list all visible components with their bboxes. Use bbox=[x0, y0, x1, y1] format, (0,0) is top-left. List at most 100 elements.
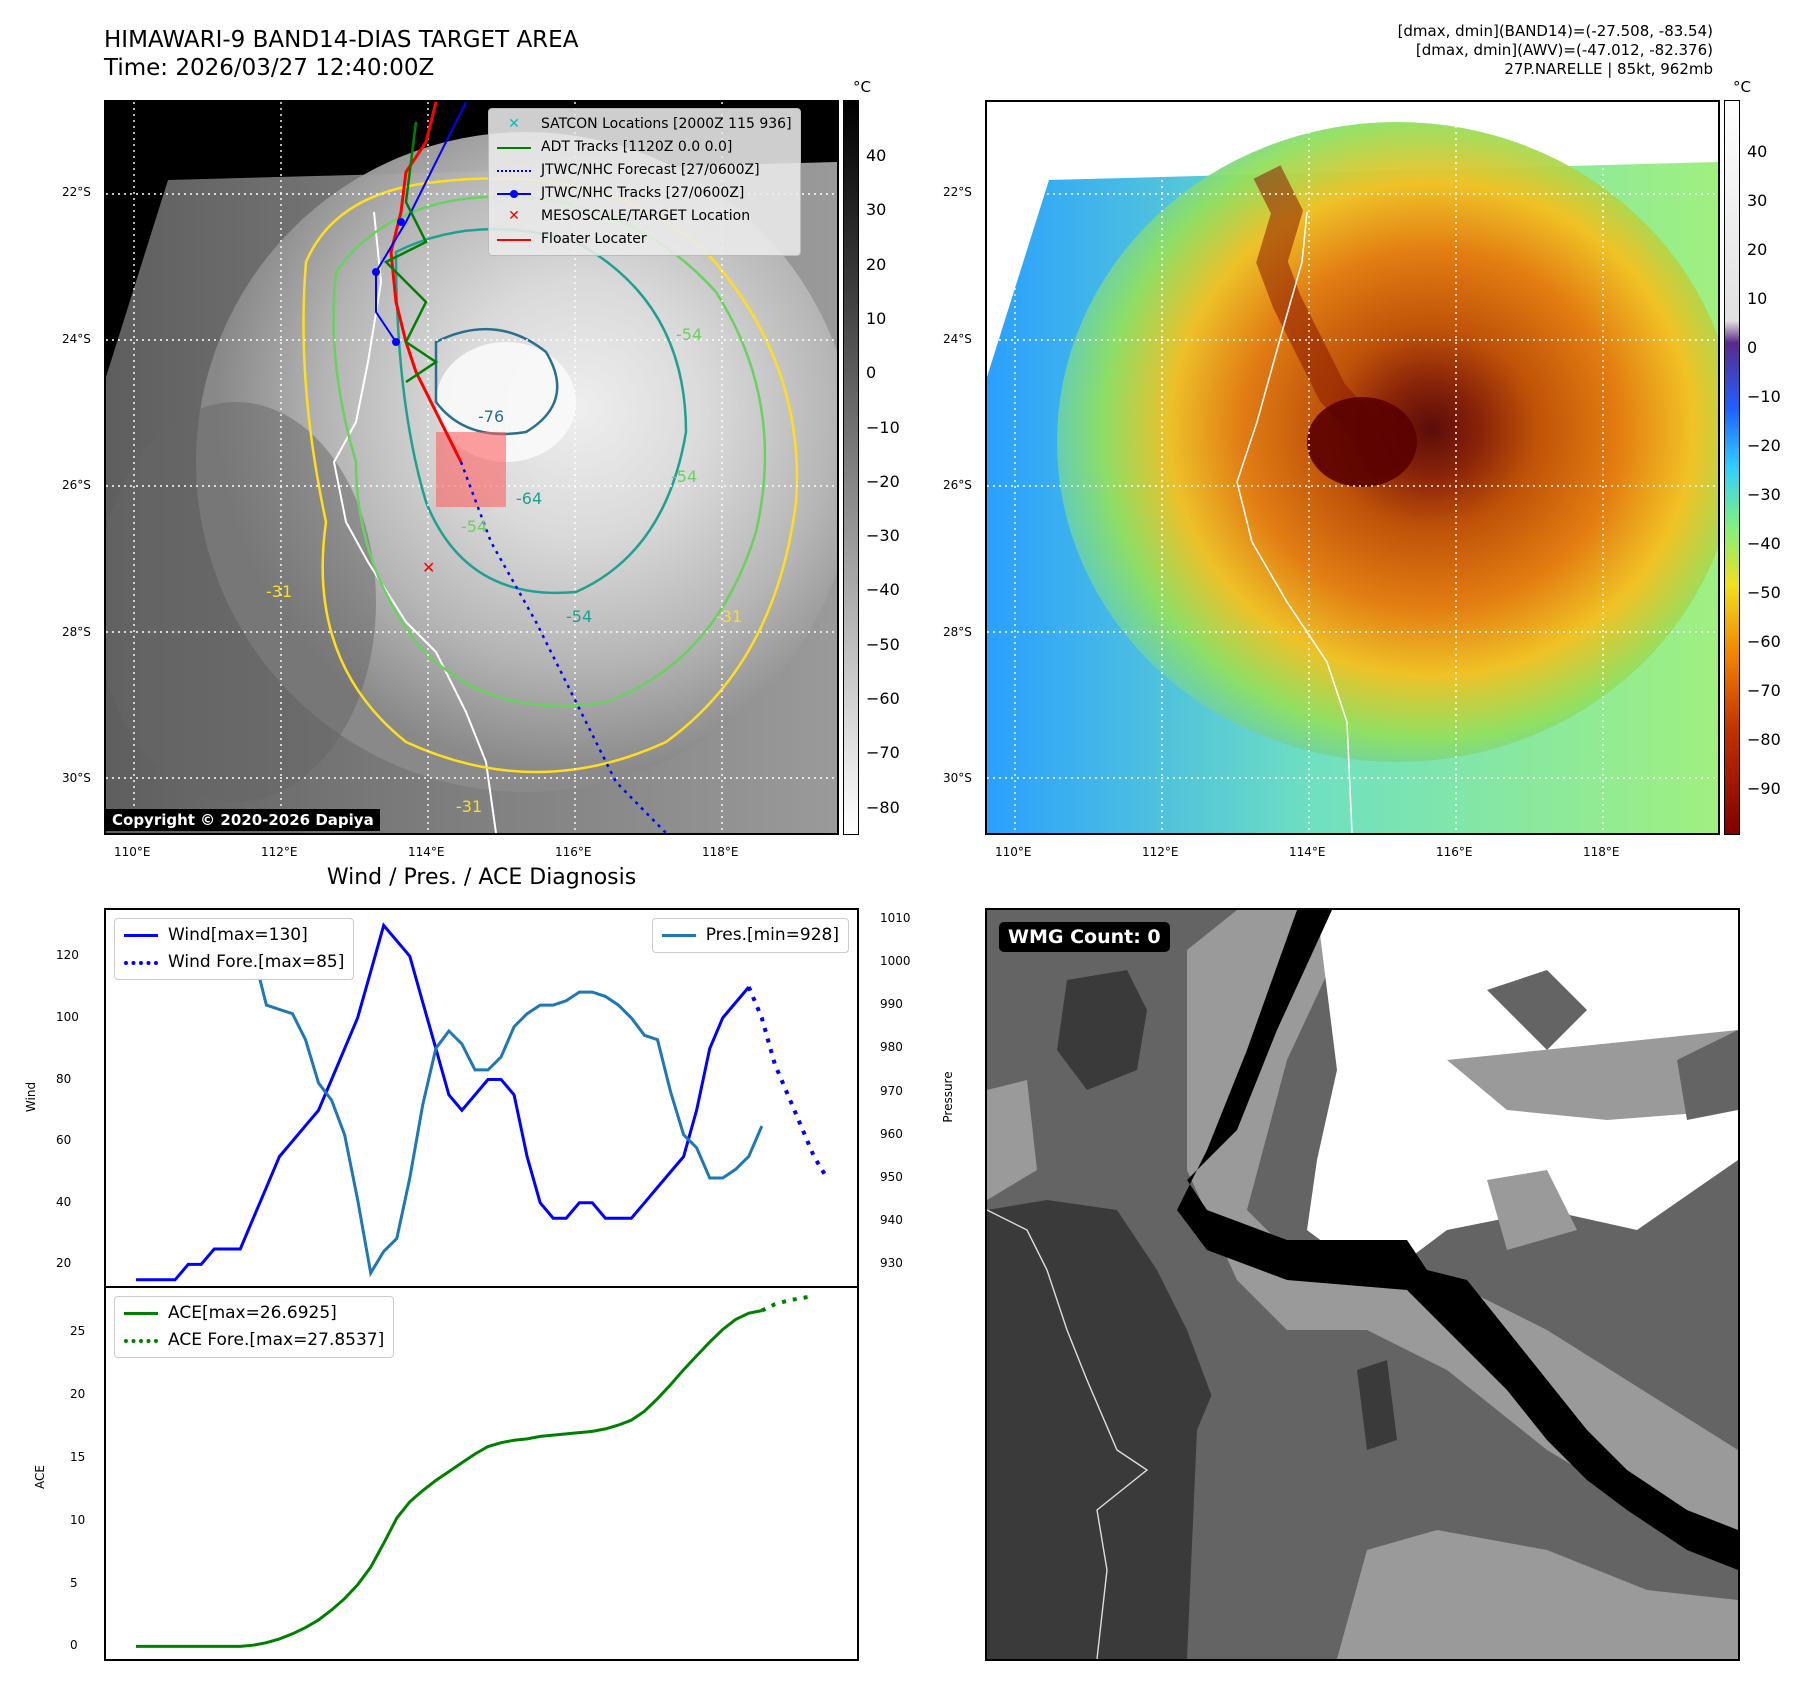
series-line-0 bbox=[136, 922, 750, 1282]
contour-label: -31 bbox=[456, 797, 482, 816]
contour-label: -54 bbox=[566, 607, 592, 626]
ir-colorbar-tick-label: −70 bbox=[866, 743, 900, 763]
legend-tracks: JTWC/NHC Tracks [27/0600Z] bbox=[497, 182, 792, 205]
y-tick-label: 1000 bbox=[880, 953, 911, 968]
line-swatch-icon bbox=[497, 238, 531, 241]
awv-colorbar-tick-label: −40 bbox=[1747, 534, 1781, 553]
ir-colorbar-tick-label: −40 bbox=[866, 580, 900, 600]
series-line-0 bbox=[136, 1309, 763, 1648]
legend-ace-fore: ACE Fore.[max=27.8537] bbox=[124, 1327, 384, 1354]
y-tick-label: 970 bbox=[880, 1083, 903, 1098]
lat-tick-label: 30°S bbox=[62, 771, 91, 785]
diagnosis-title: Wind / Pres. / ACE Diagnosis bbox=[326, 865, 637, 890]
ir-colorbar-tick-label: 0 bbox=[866, 363, 877, 383]
legend-wind: Wind[max=130] bbox=[124, 922, 344, 949]
y-tick-label: 120 bbox=[56, 948, 79, 963]
lon-tick-label: 114°E bbox=[1289, 845, 1326, 859]
ir-colorbar-tick-label: −10 bbox=[866, 417, 900, 437]
contour-label: -54 bbox=[671, 467, 697, 486]
ace-legend: ACE[max=26.6925] ACE Fore.[max=27.8537] bbox=[114, 1296, 395, 1358]
legend-target: ✕ MESOSCALE/TARGET Location bbox=[497, 205, 792, 228]
contour-label: -31 bbox=[716, 607, 742, 626]
lon-tick-label: 112°E bbox=[1142, 845, 1179, 859]
ir-colorbar-unit: °C bbox=[853, 78, 871, 96]
contour-label: -76 bbox=[478, 407, 504, 426]
legend-floater: Floater Locater bbox=[497, 228, 792, 251]
line-swatch-icon bbox=[497, 146, 531, 149]
series-line-1 bbox=[760, 1294, 815, 1313]
awv-colorbar-tick-label: −90 bbox=[1747, 779, 1781, 798]
ace-axis-label: ACE bbox=[33, 1465, 47, 1489]
lon-tick-label: 116°E bbox=[555, 845, 592, 859]
pressure-axis-label: Pressure bbox=[941, 1071, 955, 1123]
x-marker-icon: ✕ bbox=[508, 208, 520, 224]
floater-track bbox=[389, 102, 463, 463]
dotted-swatch-icon bbox=[124, 960, 158, 965]
wind-pres-chart: Wind[max=130] Wind Fore.[max=85] Pres.[m… bbox=[104, 908, 859, 1288]
ace-chart: ACE[max=26.6925] ACE Fore.[max=27.8537] bbox=[104, 1286, 859, 1661]
lat-tick-label: 28°S bbox=[943, 624, 972, 639]
awv-colorbar-tick-label: −80 bbox=[1747, 730, 1781, 749]
y-tick-label: 10 bbox=[70, 1512, 86, 1527]
lat-tick-label: 24°S bbox=[62, 331, 91, 346]
target-marker: ✕ bbox=[422, 558, 435, 577]
awv-colorbar bbox=[1724, 100, 1740, 835]
jtwc-track bbox=[375, 102, 467, 343]
stats-line-1: [dmax, dmin](BAND14)=(-27.508, -83.54) bbox=[1397, 22, 1713, 40]
y-tick-label: 960 bbox=[880, 1126, 903, 1141]
ir-colorbar bbox=[843, 100, 859, 835]
legend-forecast: JTWC/NHC Forecast [27/0600Z] bbox=[497, 159, 792, 182]
legend-satcon: ✕ SATCON Locations [2000Z 115 936] bbox=[497, 113, 791, 136]
ir-colorbar-tick-label: 10 bbox=[866, 308, 887, 328]
coastline bbox=[332, 211, 497, 833]
y-tick-label: 15 bbox=[70, 1449, 86, 1464]
line-swatch-icon bbox=[124, 1312, 158, 1315]
title-line-2: Time: 2026/03/27 12:40:00Z bbox=[104, 55, 435, 81]
y-tick-label: 1010 bbox=[880, 910, 911, 925]
awv-colorbar-tick-label: −50 bbox=[1747, 583, 1781, 602]
wind-legend: Wind[max=130] Wind Fore.[max=85] bbox=[114, 918, 355, 980]
contour-label: -54 bbox=[676, 325, 702, 344]
lat-tick-label: 22°S bbox=[62, 185, 91, 199]
lon-tick-label: 112°E bbox=[261, 845, 298, 859]
awv-map-panel bbox=[985, 100, 1720, 835]
y-tick-label: 930 bbox=[880, 1256, 903, 1271]
wmg-panel: WMG Count: 0 bbox=[985, 908, 1740, 1661]
series-line-1 bbox=[746, 986, 829, 1180]
ir-map-panel: ✕ -64 -54 -54 -54 -31 -31 -31 -54 -76 ✕ S… bbox=[104, 100, 839, 835]
y-tick-label: 40 bbox=[56, 1194, 72, 1209]
y-tick-label: 5 bbox=[70, 1575, 78, 1590]
awv-colorbar-tick-label: −30 bbox=[1747, 485, 1781, 504]
lon-tick-label: 118°E bbox=[1583, 845, 1620, 859]
awv-colorbar-tick-label: −10 bbox=[1747, 387, 1781, 406]
legend-pres: Pres.[min=928] bbox=[661, 922, 839, 949]
contour-label: -54 bbox=[461, 517, 487, 536]
y-tick-label: 25 bbox=[70, 1324, 86, 1339]
dotted-swatch-icon bbox=[124, 1338, 158, 1343]
y-tick-label: 20 bbox=[56, 1256, 72, 1271]
awv-colorbar-tick-label: 20 bbox=[1747, 240, 1768, 259]
x-marker-icon: ✕ bbox=[508, 116, 520, 132]
coastline bbox=[987, 1209, 1149, 1659]
legend-adt: ADT Tracks [1120Z 0.0 0.0] bbox=[497, 136, 792, 159]
wind-axis-label: Wind bbox=[24, 1081, 38, 1113]
awv-colorbar-tick-label: 0 bbox=[1747, 338, 1758, 357]
awv-colorbar-tick-label: 10 bbox=[1747, 289, 1768, 308]
y-tick-label: 60 bbox=[56, 1133, 72, 1148]
awv-colorbar-tick-label: −20 bbox=[1747, 436, 1781, 455]
y-tick-label: 950 bbox=[880, 1169, 903, 1184]
legend-ace: ACE[max=26.6925] bbox=[124, 1300, 384, 1327]
awv-colorbar-tick-label: −60 bbox=[1747, 632, 1781, 651]
awv-colorbar-tick-label: 40 bbox=[1747, 142, 1768, 161]
y-tick-label: 100 bbox=[56, 1009, 79, 1024]
ir-colorbar-tick-label: −20 bbox=[866, 471, 900, 491]
awv-gridlines bbox=[987, 102, 1718, 833]
jtwc-forecast bbox=[459, 461, 667, 833]
y-tick-label: 20 bbox=[70, 1386, 86, 1401]
ir-colorbar-tick-label: 20 bbox=[866, 254, 887, 274]
awv-colorbar-tick-label: 30 bbox=[1747, 191, 1768, 210]
copyright-badge: Copyright © 2020-2026 Dapiya bbox=[106, 809, 380, 831]
stats-line-2: [dmax, dmin](AWV)=(-47.012, -82.376) bbox=[1415, 41, 1713, 59]
line-swatch-icon bbox=[124, 934, 158, 937]
coastline bbox=[1236, 211, 1353, 833]
